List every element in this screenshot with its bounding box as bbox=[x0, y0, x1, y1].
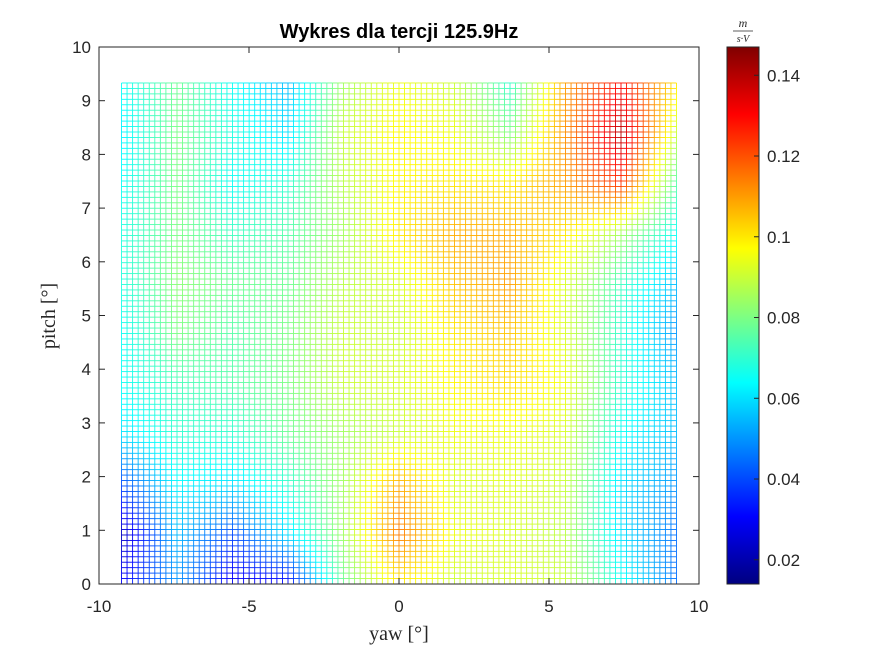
x-tick-label: -5 bbox=[241, 597, 256, 616]
y-tick-label: 10 bbox=[72, 38, 91, 57]
y-tick-label: 2 bbox=[82, 468, 91, 487]
y-tick-label: 5 bbox=[82, 307, 91, 326]
plot-area: -10 -5 0 5 10 0 1 2 3 4 5 6 7 8 9 10 bbox=[72, 38, 708, 616]
y-tick-label: 9 bbox=[82, 92, 91, 111]
y-tick-label: 7 bbox=[82, 199, 91, 218]
colorbar: 0.02 0.04 0.06 0.08 0.1 0.12 0.14 m s·V bbox=[726, 16, 800, 585]
colorbar-tick-label: 0.06 bbox=[767, 389, 800, 408]
x-tick-label: 0 bbox=[394, 597, 403, 616]
colorbar-tick-label: 0.08 bbox=[767, 309, 800, 328]
colorbar-tick-label: 0.1 bbox=[767, 228, 791, 247]
colorbar-ticks: 0.02 0.04 0.06 0.08 0.1 0.12 0.14 bbox=[754, 66, 800, 570]
colorbar-tick-label: 0.12 bbox=[767, 147, 800, 166]
colorbar-tick-label: 0.04 bbox=[767, 470, 800, 489]
y-tick-label: 3 bbox=[82, 414, 91, 433]
y-tick-label: 0 bbox=[82, 575, 91, 594]
y-tick-label: 1 bbox=[82, 521, 91, 540]
colorbar-unit-label: m s·V bbox=[733, 16, 753, 45]
x-axis-label: yaw [°] bbox=[369, 623, 429, 645]
colorbar-gradient bbox=[726, 46, 760, 585]
colorbar-tick-label: 0.02 bbox=[767, 551, 800, 570]
y-tick-label: 8 bbox=[82, 145, 91, 164]
x-tick-label: 10 bbox=[690, 597, 709, 616]
colorbar-unit-numerator: m bbox=[739, 16, 748, 30]
x-tick-label: -10 bbox=[87, 597, 112, 616]
y-tick-label: 6 bbox=[82, 253, 91, 272]
y-tick-label: 4 bbox=[82, 360, 91, 379]
x-axis-ticks: -10 -5 0 5 10 bbox=[87, 47, 709, 616]
colorbar-tick-label: 0.14 bbox=[767, 66, 800, 85]
y-axis-label: pitch [°] bbox=[38, 283, 60, 349]
chart-title: Wykres dla tercji 125.9Hz bbox=[280, 21, 519, 43]
y-axis-ticks: 0 1 2 3 4 5 6 7 8 9 10 bbox=[72, 38, 699, 594]
colorbar-unit-denominator: s·V bbox=[737, 34, 751, 45]
x-tick-label: 5 bbox=[544, 597, 553, 616]
mesh-surface bbox=[121, 82, 677, 585]
